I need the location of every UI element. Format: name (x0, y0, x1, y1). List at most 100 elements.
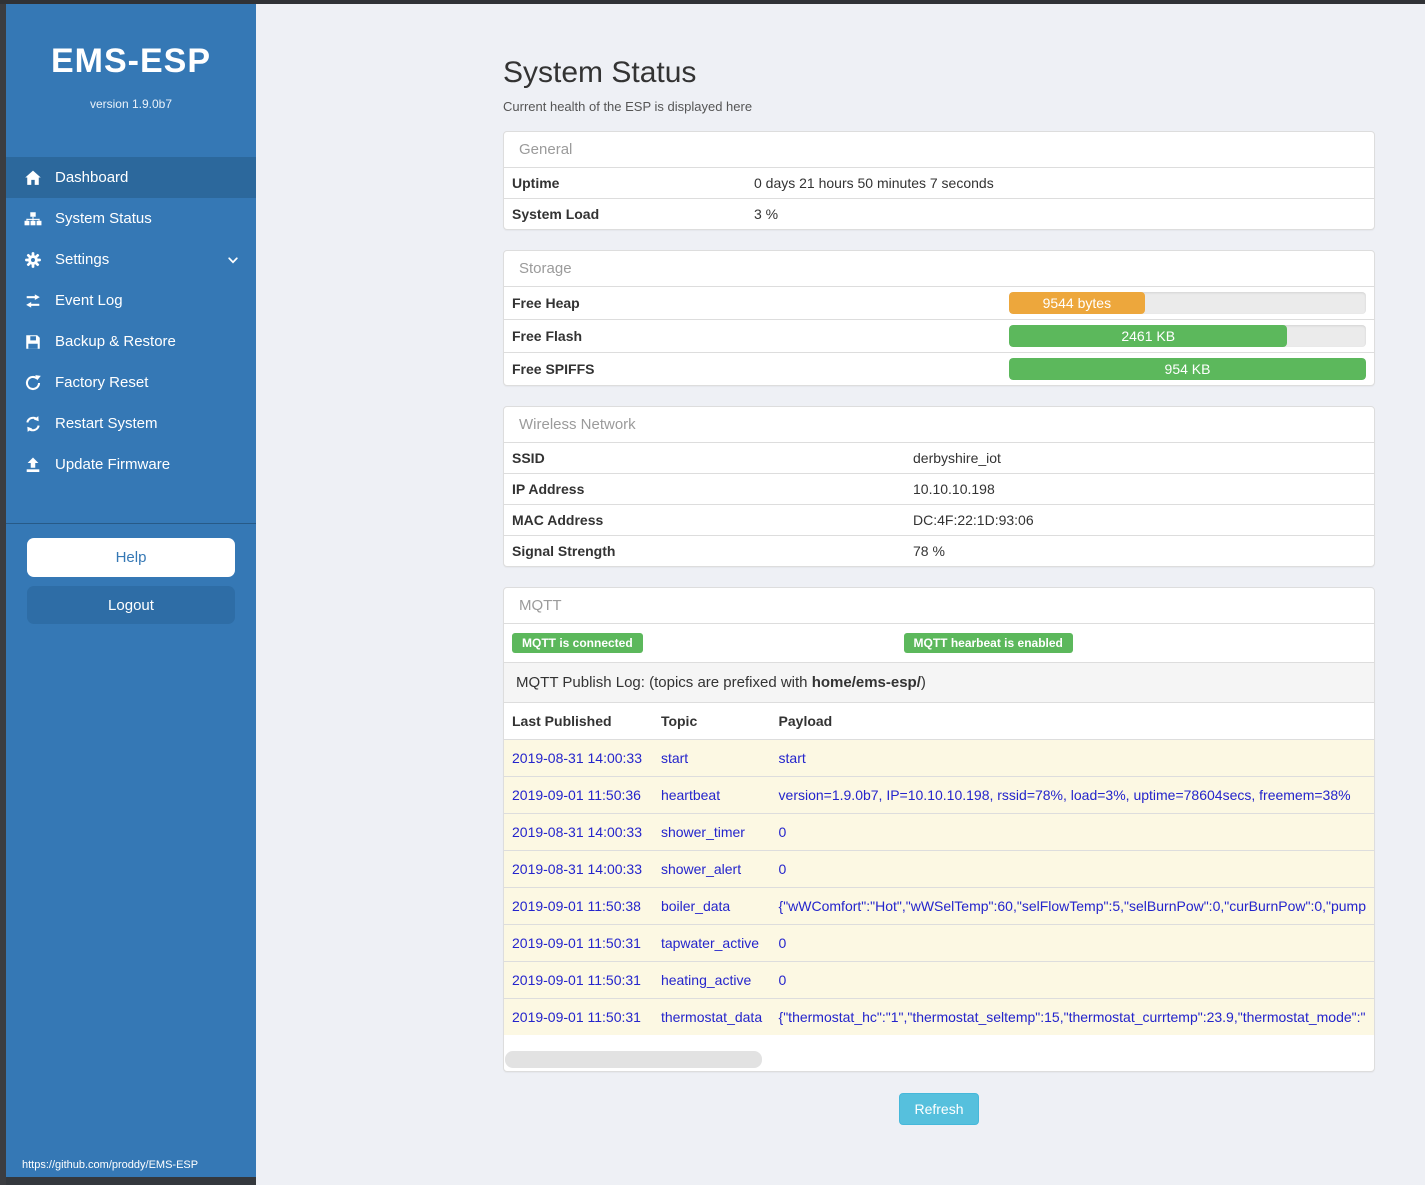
mqtt-log-row: 2019-09-01 11:50:31 tapwater_active 0 (504, 924, 1374, 962)
sidebar-item-label: Settings (55, 251, 110, 268)
sidebar-item-backup-restore[interactable]: Backup & Restore (6, 321, 256, 362)
log-published: 2019-09-01 11:50:31 (504, 998, 653, 1035)
general-row-value: 3 % (746, 198, 1374, 229)
general-row-label: Uptime (504, 167, 746, 199)
progress-bar: 954 KB (1009, 358, 1366, 380)
panel-general: General Uptime 0 days 21 hours 50 minutes… (503, 131, 1375, 230)
storage-row-value: 954 KB (1001, 352, 1374, 385)
sidebar: EMS-ESP version 1.9.0b7 Dashboard System … (0, 0, 256, 1185)
mqtt-heartbeat-cell: MQTT hearbeat is enabled (895, 623, 1374, 663)
general-row-label: System Load (504, 198, 746, 229)
sidebar-item-label: Restart System (55, 415, 158, 432)
mqtt-connected-badge: MQTT is connected (512, 633, 643, 653)
exchange-icon (22, 291, 44, 311)
chevron-down-icon (226, 253, 240, 267)
mqtt-log-row: 2019-09-01 11:50:31 thermostat_data {"ther… (504, 998, 1374, 1035)
column-header-last-published: Last Published (504, 702, 653, 740)
sidebar-item-factory-reset[interactable]: Factory Reset (6, 362, 256, 403)
panel-wireless: Wireless Network SSID derbyshire_iot IP Ad… (503, 406, 1375, 567)
sidebar-item-label: Dashboard (55, 169, 129, 186)
log-published: 2019-09-01 11:50:31 (504, 961, 653, 999)
column-header-payload: Payload (770, 702, 1374, 740)
mqtt-log-scroll-area[interactable]: Last Published Topic Payload 2019-08-31 14… (504, 702, 1374, 1035)
wireless-table: SSID derbyshire_iot IP Address 10.10.10.198… (504, 442, 1374, 566)
wireless-row-value: derbyshire_iot (905, 442, 1374, 474)
wireless-row-label: Signal Strength (504, 535, 905, 566)
mqtt-status-table: MQTT is connected MQTT hearbeat is enabl… (504, 623, 1374, 702)
page-title: System Status (503, 56, 697, 89)
help-button[interactable]: Help (27, 538, 235, 577)
sidebar-item-system-status[interactable]: System Status (6, 198, 256, 239)
log-payload: version=1.9.0b7, IP=10.10.10.198, rssid=… (770, 776, 1374, 814)
github-link[interactable]: https://github.com/proddy/EMS-ESP (22, 1159, 199, 1171)
mqtt-connected-cell: MQTT is connected (504, 623, 896, 663)
mqtt-log-row: 2019-08-31 14:00:33 shower_timer 0 (504, 813, 1374, 851)
storage-table: Free Heap 9544 bytes Free Flash 2461 KB Free… (504, 286, 1374, 385)
table-row: Uptime 0 days 21 hours 50 minutes 7 secon… (504, 167, 1374, 199)
save-icon (22, 332, 44, 352)
panel-wireless-title: Wireless Network (519, 416, 636, 433)
wireless-row-label: IP Address (504, 473, 905, 505)
progress-track: 954 KB (1009, 358, 1366, 380)
wireless-row-value: 10.10.10.198 (905, 473, 1374, 505)
sidebar-item-label: Backup & Restore (55, 333, 176, 350)
log-payload: 0 (770, 813, 1374, 851)
panel-storage: Storage Free Heap 9544 bytes Free Flash 246… (503, 250, 1375, 386)
table-row: System Load 3 % (504, 198, 1374, 229)
sidebar-item-label: Factory Reset (55, 374, 149, 391)
sidebar-divider (6, 523, 256, 524)
log-topic: tapwater_active (652, 924, 771, 962)
wireless-row-value: 78 % (905, 535, 1374, 566)
log-topic: shower_alert (652, 850, 771, 888)
home-icon (22, 168, 44, 188)
log-topic: heartbeat (652, 776, 771, 814)
log-payload: 0 (770, 924, 1374, 962)
refresh-button[interactable]: Refresh (899, 1093, 979, 1125)
sidebar-item-update-firmware[interactable]: Update Firmware (6, 444, 256, 485)
storage-row-value: 9544 bytes (1001, 286, 1374, 320)
mqtt-publish-log-header: MQTT Publish Log: (topics are prefixed w… (504, 662, 1374, 702)
wireless-row-label: SSID (504, 442, 905, 474)
sidebar-buttons: Help Logout (6, 524, 256, 624)
mqtt-log-row: 2019-09-01 11:50:36 heartbeat version=1.9.… (504, 776, 1374, 814)
sidebar-item-dashboard[interactable]: Dashboard (6, 157, 256, 198)
log-topic: start (652, 739, 771, 777)
publish-log-suffix: ) (920, 674, 926, 691)
log-payload: {"wWComfort":"Hot","wWSelTemp":60,"selFl… (770, 887, 1374, 925)
progress-bar: 2461 KB (1009, 325, 1288, 347)
sidebar-item-restart-system[interactable]: Restart System (6, 403, 256, 444)
log-published: 2019-08-31 14:00:33 (504, 850, 653, 888)
log-payload: start (770, 739, 1374, 777)
mqtt-log-row: 2019-08-31 14:00:33 shower_alert 0 (504, 850, 1374, 888)
general-table: Uptime 0 days 21 hours 50 minutes 7 secon… (504, 167, 1374, 229)
main-content: System Status Current health of the ESP … (256, 0, 1425, 1165)
table-row: Free Heap 9544 bytes (504, 286, 1374, 320)
progress-track: 2461 KB (1009, 325, 1366, 347)
panel-mqtt-title: MQTT (519, 597, 562, 614)
sidebar-item-settings[interactable]: Settings (6, 239, 256, 280)
log-published: 2019-08-31 14:00:33 (504, 739, 653, 777)
table-row: Signal Strength 78 % (504, 535, 1374, 566)
upload-icon (22, 455, 44, 475)
storage-row-label: Free SPIFFS (504, 352, 1001, 385)
logout-button[interactable]: Logout (27, 586, 235, 624)
panel-mqtt: MQTT MQTT is connected MQTT hearbeat is … (503, 587, 1375, 1072)
horizontal-scrollbar-thumb[interactable] (505, 1051, 762, 1068)
mqtt-heartbeat-badge: MQTT hearbeat is enabled (903, 633, 1073, 653)
storage-row-value: 2461 KB (1001, 319, 1374, 353)
sidebar-item-event-log[interactable]: Event Log (6, 280, 256, 321)
redo-icon (22, 373, 44, 393)
log-payload: 0 (770, 850, 1374, 888)
sitemap-icon (22, 209, 44, 229)
sync-icon (22, 414, 44, 434)
brand: EMS-ESP version 1.9.0b7 (6, 0, 256, 111)
log-payload: {"thermostat_hc":"1","thermostat_seltemp… (770, 998, 1374, 1035)
log-topic: thermostat_data (652, 998, 771, 1035)
sidebar-bottom-edge (6, 1177, 256, 1185)
general-row-value: 0 days 21 hours 50 minutes 7 seconds (746, 167, 1374, 199)
wireless-row-label: MAC Address (504, 504, 905, 536)
storage-row-label: Free Heap (504, 286, 1001, 320)
window-top-edge (0, 0, 1425, 4)
log-topic: heating_active (652, 961, 771, 999)
wireless-row-value: DC:4F:22:1D:93:06 (905, 504, 1374, 536)
